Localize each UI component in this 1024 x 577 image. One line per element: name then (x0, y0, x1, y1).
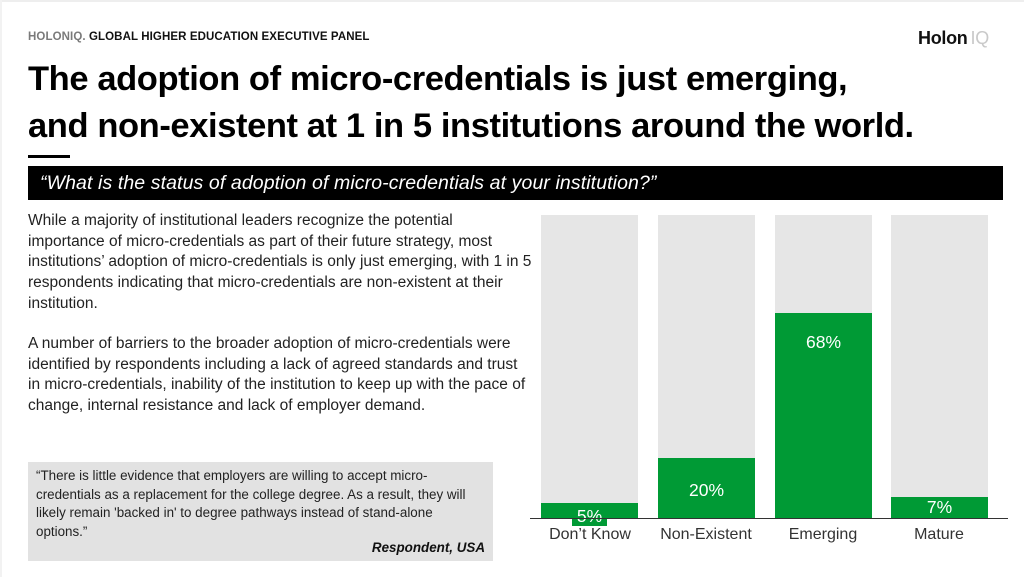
body-paragraph-2: A number of barriers to the broader adop… (28, 335, 526, 415)
bar-value-dont-know-text: 5% (571, 506, 608, 526)
category-label-dont-know: Don’t Know (549, 526, 631, 543)
bar-value-dont-know: 5% (541, 506, 638, 527)
bar-fill-non-existent (658, 458, 755, 518)
bar-value-emerging: 68% (805, 332, 842, 352)
top-border (0, 0, 1024, 2)
holoniq-logo: Holon IQ (918, 28, 989, 49)
respondent-quote-box: “There is little evidence that employers… (28, 462, 493, 561)
title-line-2: and non-existent at 1 in 5 institutions … (28, 107, 914, 145)
bar-track-emerging: 68% (775, 215, 872, 518)
adoption-status-bar-chart: 5% 20% 68% 7% Don’t Know Non-Existent Em… (530, 215, 1008, 555)
bar-track-mature: 7% (891, 215, 988, 518)
logo-suffix: IQ (970, 28, 990, 48)
page-title: The adoption of micro-credentials is jus… (28, 56, 1018, 150)
bar-value-non-existent: 20% (688, 480, 725, 500)
category-label-mature: Mature (914, 526, 964, 543)
bar-track-non-existent: 20% (658, 215, 755, 518)
chart-baseline (530, 518, 1008, 519)
bar-track-dont-know: 5% (541, 215, 638, 526)
kicker-header: HOLONIQ. GLOBAL HIGHER EDUCATION EXECUTI… (28, 31, 370, 43)
survey-question-bar: “What is the status of adoption of micro… (28, 166, 1003, 200)
logo-main: Holon (918, 28, 968, 48)
category-label-non-existent: Non-Existent (660, 526, 752, 543)
kicker-text: GLOBAL HIGHER EDUCATION EXECUTIVE PANEL (85, 31, 370, 43)
kicker-brand: HOLONIQ. (28, 31, 86, 43)
title-line-1: The adoption of micro-credentials is jus… (28, 60, 848, 98)
title-underline-rule (28, 155, 70, 158)
bar-fill-mature (891, 497, 988, 518)
left-border (0, 0, 2, 577)
quote-text: “There is little evidence that employers… (36, 468, 466, 539)
quote-attribution: Respondent, USA (371, 540, 485, 555)
bar-fill-emerging (775, 313, 872, 518)
category-label-emerging: Emerging (788, 526, 858, 543)
body-paragraph-1: While a majority of institutional leader… (28, 212, 532, 312)
bar-value-mature: 7% (926, 497, 953, 517)
